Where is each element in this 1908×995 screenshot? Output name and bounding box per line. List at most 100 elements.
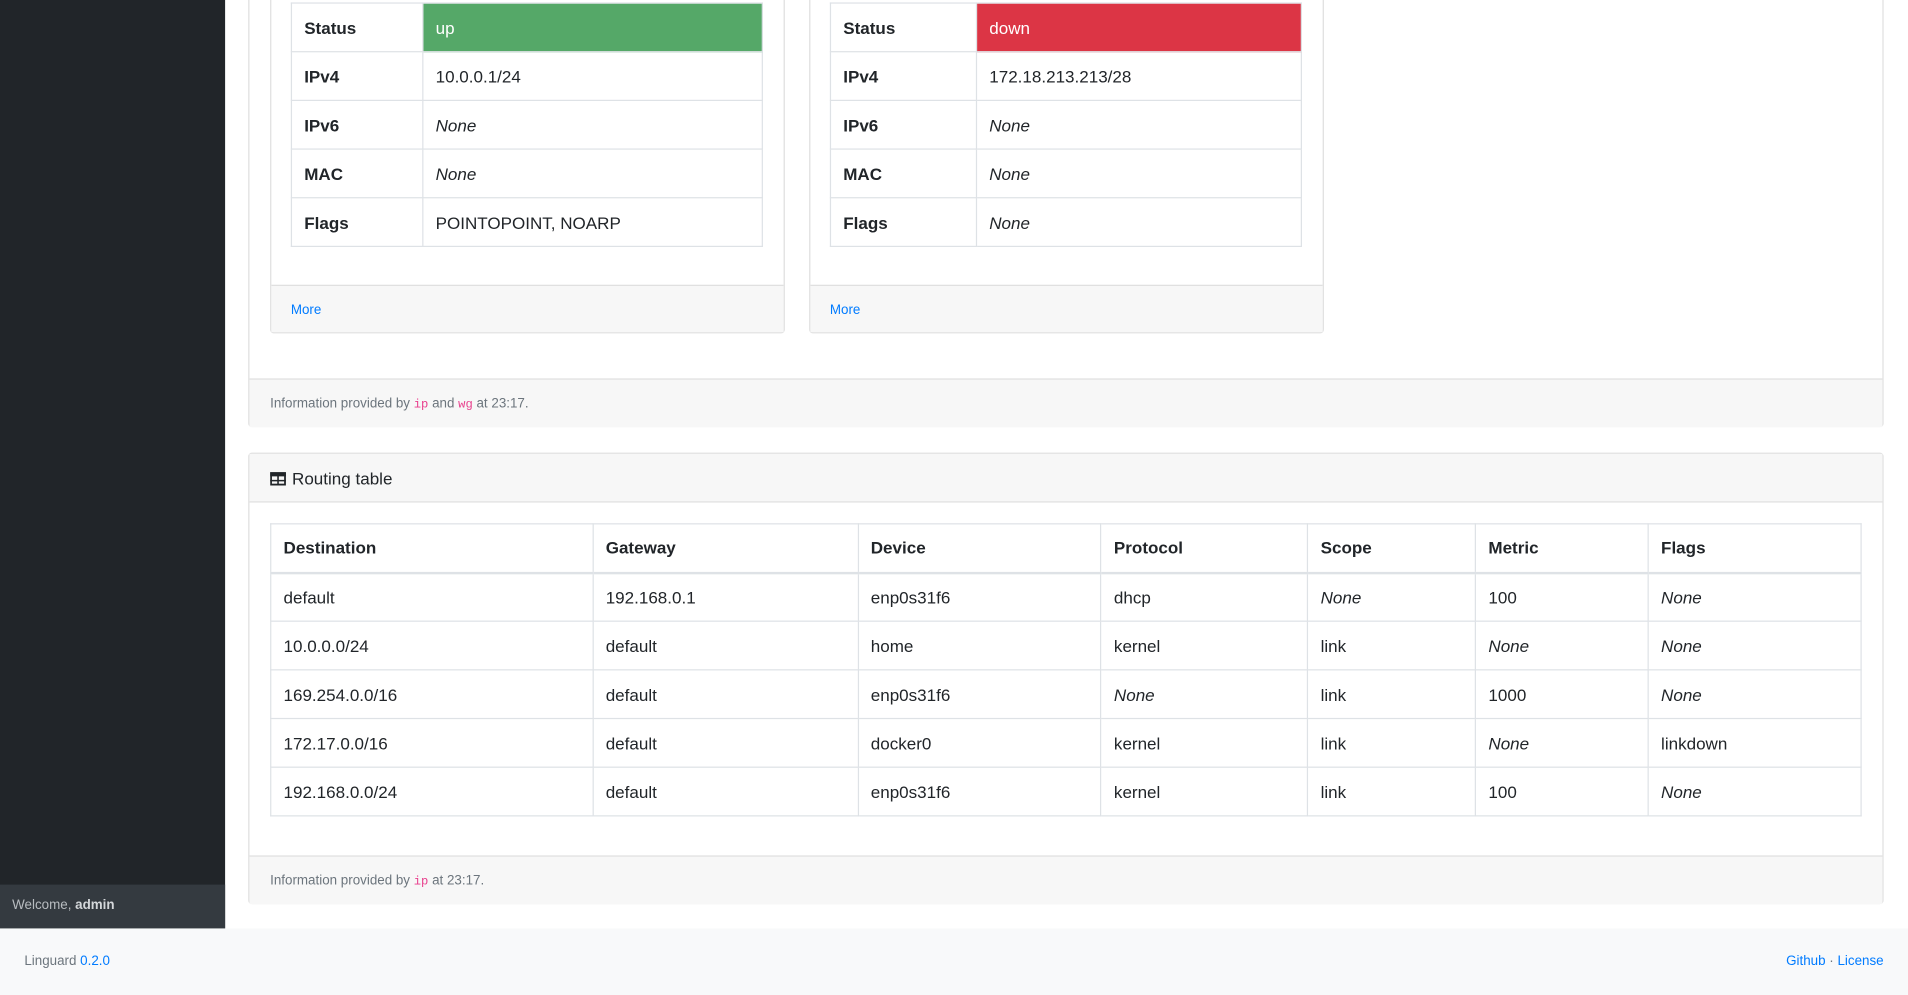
- version-link[interactable]: 0.2.0: [80, 953, 110, 969]
- row-label: Flags: [290, 197, 424, 248]
- welcome: Welcome, admin: [0, 884, 226, 929]
- route-cell: kernel: [1100, 766, 1309, 817]
- footer-text: at 23:17.: [476, 396, 529, 412]
- footer-links: Github · License: [1786, 954, 1884, 969]
- row-label: IPv6: [829, 99, 978, 150]
- row-value: None: [975, 99, 1302, 150]
- routing-table: Destination Gateway Device Protocol Scope Met…: [270, 523, 1862, 817]
- route-row: 10.0.0.0/24 default home kernel link None None: [270, 620, 1862, 671]
- row: IPv6 None: [829, 99, 1302, 150]
- footer-text: and: [432, 396, 455, 412]
- welcome-text: Welcome,: [12, 897, 72, 913]
- route-cell: default: [592, 620, 859, 671]
- row: Flags None: [829, 197, 1302, 248]
- route-row: 169.254.0.0/16 default enp0s31f6 None link 10…: [270, 669, 1862, 720]
- route-row: 172.17.0.0/16 default docker0 kernel link Non…: [270, 717, 1862, 768]
- row-value: None: [422, 148, 763, 199]
- row-value: None: [975, 197, 1302, 248]
- github-link[interactable]: Github: [1786, 953, 1826, 969]
- route-cell: enp0s31f6: [857, 571, 1102, 622]
- username: admin: [75, 897, 115, 913]
- route-cell: None: [1647, 766, 1862, 817]
- row-value: 172.18.213.213/28: [975, 51, 1302, 101]
- row-label: IPv4: [290, 51, 424, 101]
- row-label: IPv6: [290, 99, 424, 150]
- route-cell: linkdown: [1647, 717, 1862, 768]
- row-label: IPv4: [829, 51, 978, 101]
- route-cell: None: [1475, 620, 1649, 671]
- app-info: Linguard 0.2.0: [24, 954, 110, 969]
- row-value: None: [422, 99, 763, 150]
- column-header: Metric: [1475, 523, 1649, 574]
- route-cell: 100: [1475, 571, 1649, 622]
- route-cell: dhcp: [1100, 571, 1309, 622]
- route-cell: 169.254.0.0/16: [270, 669, 594, 720]
- header-row: Destination Gateway Device Protocol Scope Met…: [270, 523, 1862, 574]
- route-cell: 192.168.0.1: [592, 571, 859, 622]
- code: ip: [413, 399, 429, 413]
- route-cell: 1000: [1475, 669, 1649, 720]
- column-header: Flags: [1647, 523, 1862, 574]
- separator: ·: [1829, 953, 1834, 969]
- route-cell: link: [1307, 669, 1477, 720]
- page-footer: Linguard 0.2.0 Github · License: [0, 928, 1908, 995]
- card-footer: Information provided by ip at 23:17.: [249, 855, 1883, 905]
- interface-table: Status up IPv4 10.0.0.1/24 IPv6 None MAC None Fl…: [290, 2, 763, 248]
- route-cell: 192.168.0.0/24: [270, 766, 594, 817]
- row: IPv4 10.0.0.1/24: [290, 51, 763, 101]
- row: IPv4 172.18.213.213/28: [829, 51, 1302, 101]
- row-value: POINTOPOINT, NOARP: [422, 197, 763, 248]
- route-cell: link: [1307, 766, 1477, 817]
- route-cell: kernel: [1100, 717, 1309, 768]
- route-cell: docker0: [857, 717, 1102, 768]
- card-title: Routing table: [292, 468, 393, 488]
- row: Flags POINTOPOINT, NOARP: [290, 197, 763, 248]
- route-cell: enp0s31f6: [857, 669, 1102, 720]
- row-value: down: [975, 2, 1302, 53]
- route-cell: None: [1307, 571, 1477, 622]
- row-label: Status: [829, 2, 978, 53]
- route-cell: default: [592, 766, 859, 817]
- route-cell: default: [592, 717, 859, 768]
- interface-table: Status down IPv4 172.18.213.213/28 IPv6 None M…: [829, 2, 1302, 248]
- column-header: Protocol: [1100, 523, 1309, 574]
- route-cell: enp0s31f6: [857, 766, 1102, 817]
- route-cell: 100: [1475, 766, 1649, 817]
- sidebar: [0, 0, 226, 929]
- row-label: Status: [290, 2, 424, 53]
- card-footer: Information provided by ip and wg at 23:…: [249, 378, 1883, 428]
- code: wg: [458, 399, 473, 413]
- more-link[interactable]: More: [829, 302, 861, 318]
- route-cell: None: [1647, 669, 1862, 720]
- route-cell: link: [1307, 620, 1477, 671]
- app-name: Linguard: [24, 953, 77, 969]
- row: IPv6 None: [290, 99, 763, 150]
- row-label: MAC: [290, 148, 424, 199]
- row-value: up: [422, 2, 763, 53]
- row: MAC None: [290, 148, 763, 199]
- table-icon: [270, 472, 286, 486]
- route-cell: home: [857, 620, 1102, 671]
- column-header: Scope: [1307, 523, 1477, 574]
- route-cell: default: [592, 669, 859, 720]
- license-link[interactable]: License: [1837, 953, 1884, 969]
- route-cell: None: [1647, 571, 1862, 622]
- route-row: 192.168.0.0/24 default enp0s31f6 kernel link…: [270, 766, 1862, 817]
- row: Status up: [290, 2, 763, 53]
- route-cell: 172.17.0.0/16: [270, 717, 594, 768]
- route-cell: default: [270, 571, 594, 622]
- more-link[interactable]: More: [290, 302, 322, 318]
- route-cell: None: [1100, 669, 1309, 720]
- route-row: default 192.168.0.1 enp0s31f6 dhcp None 100 No…: [270, 571, 1862, 622]
- footer-text: Information provided by: [270, 873, 411, 889]
- column-header: Device: [857, 523, 1102, 574]
- route-cell: 10.0.0.0/24: [270, 620, 594, 671]
- route-cell: kernel: [1100, 620, 1309, 671]
- row-value: None: [975, 148, 1302, 199]
- footer-text: at 23:17.: [432, 873, 485, 889]
- row-label: MAC: [829, 148, 978, 199]
- column-header: Gateway: [592, 523, 859, 574]
- card-footer: More: [810, 284, 1323, 333]
- row-value: 10.0.0.1/24: [422, 51, 763, 101]
